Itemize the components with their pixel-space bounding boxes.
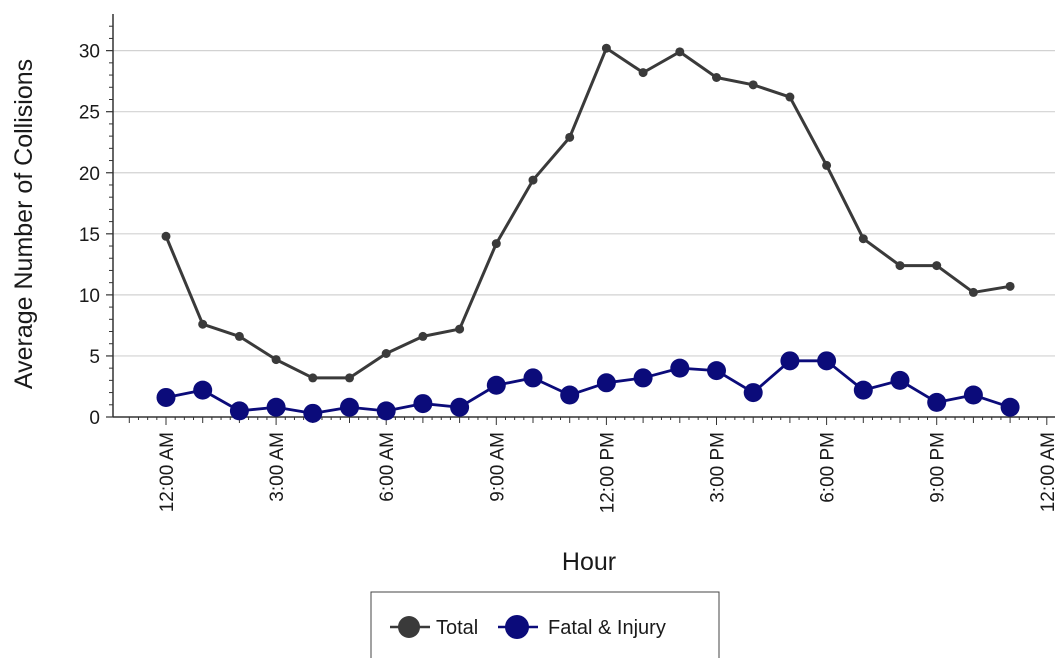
data-point: [822, 160, 832, 170]
data-point: [565, 132, 575, 142]
data-point: [707, 361, 726, 381]
x-tick-label: 6:00 PM: [818, 432, 839, 503]
y-tick-label: 20: [79, 164, 100, 185]
data-point: [376, 401, 396, 421]
data-point: [675, 47, 685, 57]
y-tick-label: 30: [79, 42, 100, 63]
data-point: [455, 324, 465, 334]
series-total: [161, 43, 1015, 383]
data-point: [601, 43, 611, 53]
y-tick-label: 15: [79, 225, 100, 246]
data-point: [817, 351, 837, 371]
data-point: [161, 231, 171, 241]
x-tick-label: 12:00 AM: [157, 432, 178, 512]
series-layer: [156, 43, 1020, 423]
legend: Total Fatal & Injury: [370, 591, 720, 658]
data-point: [303, 403, 323, 423]
data-point: [633, 368, 653, 388]
data-point: [340, 397, 359, 417]
data-point: [712, 73, 721, 83]
data-point: [932, 261, 942, 271]
data-point: [528, 175, 538, 185]
data-point: [638, 68, 648, 78]
x-axis-title: Hour: [562, 548, 616, 576]
data-point: [743, 383, 763, 403]
data-point: [1005, 281, 1015, 291]
legend-label: Fatal & Injury: [548, 617, 666, 639]
data-point: [523, 368, 543, 388]
legend-label: Total: [436, 617, 478, 639]
legend-item: Total: [390, 616, 478, 639]
axes: 0 5 10 15 20 25 30 12:00 AM 3:00 AM 6:00 AM 9:00 A…: [79, 14, 1055, 513]
legend-marker: [398, 616, 420, 638]
y-axis-title: Average Number of Collisions: [10, 59, 38, 389]
y-tick-label: 0: [89, 408, 100, 429]
y-tick-label: 10: [79, 286, 100, 307]
x-tick-label: 12:00 PM: [597, 432, 618, 513]
data-point: [271, 355, 281, 365]
data-point: [234, 331, 244, 341]
series-fatal-injury: [156, 351, 1020, 423]
data-point: [670, 358, 690, 378]
data-point: [486, 375, 506, 395]
data-point: [198, 319, 208, 329]
data-point: [413, 394, 433, 414]
data-point: [596, 373, 616, 393]
data-point: [381, 348, 391, 358]
data-point: [491, 239, 501, 249]
data-point: [193, 380, 213, 400]
data-point: [890, 370, 910, 390]
data-point: [156, 387, 176, 407]
data-point: [853, 380, 873, 400]
data-point: [450, 397, 470, 417]
data-point: [1000, 397, 1020, 417]
x-tick-label: 3:00 AM: [267, 432, 288, 502]
data-point: [345, 373, 354, 383]
x-tick-label: 9:00 AM: [487, 432, 508, 502]
data-point: [785, 92, 795, 102]
data-point: [748, 80, 758, 90]
legend-box: [370, 591, 720, 658]
gridlines: [113, 50, 1055, 357]
data-point: [927, 392, 947, 412]
series-line: [164, 46, 1011, 380]
y-tick-label: 25: [79, 103, 100, 124]
data-point: [968, 287, 978, 297]
legend-marker: [505, 615, 529, 639]
data-point: [266, 397, 286, 417]
data-point: [895, 261, 905, 271]
legend-item: Fatal & Injury: [498, 615, 666, 639]
data-point: [858, 234, 868, 244]
y-tick-label: 5: [89, 347, 100, 368]
data-point: [308, 373, 318, 383]
data-point: [229, 401, 249, 421]
data-point: [780, 351, 800, 371]
x-tick-label: 9:00 PM: [928, 432, 949, 503]
x-tick-label: 12:00 AM: [1038, 432, 1055, 512]
data-point: [963, 385, 983, 405]
x-tick-label: 6:00 AM: [377, 432, 398, 502]
data-point: [418, 331, 428, 341]
x-tick-label: 3:00 PM: [708, 432, 729, 503]
data-point: [560, 385, 580, 405]
